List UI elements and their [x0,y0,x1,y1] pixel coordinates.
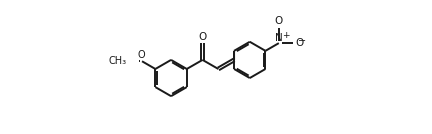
Text: O: O [138,51,145,60]
Text: O: O [275,16,283,26]
Text: O: O [198,32,206,42]
Text: +: + [282,31,290,40]
Text: CH₃: CH₃ [108,56,127,66]
Text: N: N [275,33,283,43]
Text: O: O [295,38,304,48]
Text: −: − [298,36,306,46]
